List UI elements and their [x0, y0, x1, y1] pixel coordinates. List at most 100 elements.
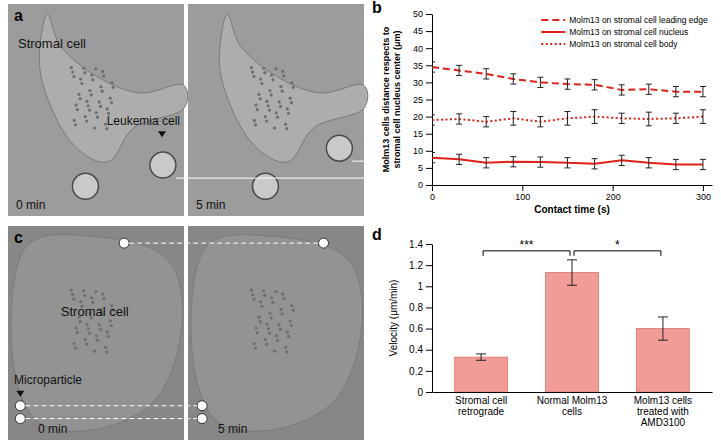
error-bar-cap: [673, 86, 679, 87]
granule: [268, 312, 271, 315]
image-background: [188, 226, 364, 440]
image-panel: 0 min5 minaStromal cellLeukemia cell: [8, 4, 368, 216]
error-bar-cap: [510, 156, 516, 157]
granule: [292, 309, 295, 312]
tick-label: 100: [515, 192, 530, 202]
error-bar: [432, 62, 433, 72]
error-bar-cap: [456, 124, 462, 125]
tick-label: 0: [417, 387, 423, 398]
tick: 0: [417, 387, 432, 398]
granule: [282, 74, 285, 77]
granule: [74, 104, 77, 107]
granule: [286, 330, 289, 333]
leukemia-cell: [252, 173, 278, 199]
granule: [85, 323, 88, 326]
tick: 1: [417, 281, 432, 292]
granule: [79, 300, 82, 303]
granule: [270, 316, 273, 319]
error-bar-cap: [673, 159, 679, 160]
label-line: treated with: [637, 406, 689, 417]
tick-label: 40: [413, 44, 423, 54]
granule: [264, 115, 267, 118]
granule: [99, 105, 102, 108]
granule: [259, 77, 262, 80]
granule: [95, 334, 98, 337]
cell-body: [11, 235, 183, 432]
granule: [281, 90, 284, 93]
leukemia-cell: [150, 152, 176, 178]
leukemia-cell: [326, 135, 352, 161]
error-bar-cap: [483, 78, 489, 79]
x-axis-title: Contact time (s): [534, 204, 610, 215]
tick: 0.2: [409, 366, 432, 377]
tick: 5: [418, 163, 432, 173]
error-bar-cap: [673, 96, 679, 97]
granule: [98, 323, 101, 326]
bar: [546, 273, 599, 392]
granule: [279, 85, 282, 88]
granule: [284, 123, 287, 126]
granule: [264, 338, 267, 341]
granule: [71, 293, 74, 296]
error-bar-cap: [564, 125, 570, 126]
granule: [267, 327, 270, 330]
error-bar: [486, 158, 487, 168]
cell-body: [219, 14, 368, 162]
granule: [271, 78, 274, 81]
figure: 0 min5 minaStromal cellLeukemia cell 0 mi…: [0, 0, 721, 446]
label-line: Normal Molm13: [537, 395, 608, 406]
tick-mark: [426, 392, 432, 393]
granule: [106, 107, 109, 110]
error-bar-cap: [567, 259, 577, 260]
tick-mark: [703, 185, 704, 191]
error-bar: [702, 87, 703, 97]
granule: [90, 74, 93, 77]
granule: [76, 108, 79, 111]
error-bar-cap: [564, 157, 570, 158]
tick: 300: [696, 185, 711, 202]
panel-letter: b: [372, 0, 382, 16]
tick: 40: [413, 44, 432, 54]
granule: [83, 294, 86, 297]
tick-label: 1.4: [409, 239, 423, 250]
error-bar-cap: [700, 86, 706, 87]
granule: [278, 323, 281, 326]
error-bar: [621, 85, 622, 95]
error-bar: [540, 117, 541, 127]
granule: [93, 126, 96, 129]
error-bar: [459, 154, 460, 164]
error-bar: [513, 111, 514, 125]
error-bar-cap: [619, 113, 625, 114]
tracking-line: [25, 418, 197, 419]
granule: [99, 85, 102, 88]
panel-letter: c: [14, 229, 23, 246]
error-bar: [481, 354, 482, 360]
tick-mark: [426, 244, 432, 245]
granule: [290, 101, 293, 104]
granule: [110, 81, 113, 84]
tick-mark: [426, 48, 432, 49]
error-bar-cap: [537, 87, 543, 88]
granule: [284, 346, 287, 349]
granule: [254, 104, 257, 107]
plot-area: [455, 260, 690, 392]
granule: [254, 326, 257, 329]
tick-mark: [426, 168, 432, 169]
tick-label: 10: [413, 146, 423, 156]
error-bar-cap: [567, 285, 577, 286]
granule: [270, 296, 273, 299]
time-label: 0 min: [38, 422, 67, 436]
error-bar-cap: [646, 157, 652, 158]
error-bar-cap: [592, 109, 598, 110]
tick-mark: [426, 185, 432, 186]
granule: [290, 81, 293, 84]
tick: Molm13 cellstreated withAMD3100: [634, 392, 692, 428]
error-bar: [432, 153, 433, 163]
tick-mark: [426, 31, 432, 32]
granule: [292, 86, 295, 89]
legend-swatch: [541, 31, 565, 33]
error-bar-cap: [456, 113, 462, 114]
tick-label: 200: [606, 192, 621, 202]
error-bar-cap: [619, 155, 625, 156]
granule: [88, 109, 91, 112]
